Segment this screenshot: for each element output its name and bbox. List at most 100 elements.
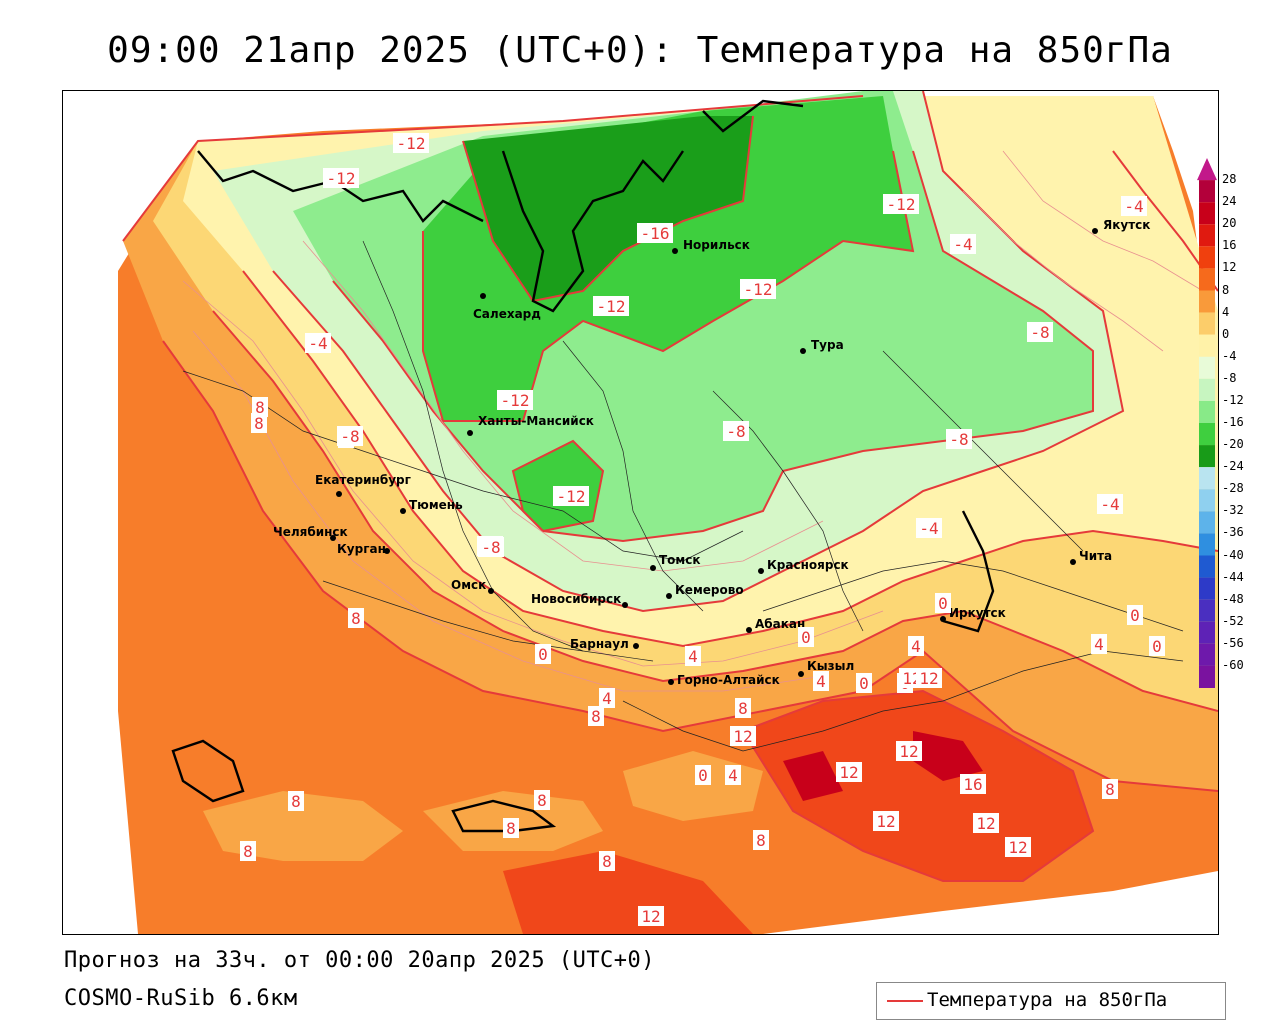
- colorbar-swatch: [1199, 467, 1215, 490]
- contour-value-label: 12: [730, 726, 756, 746]
- city-marker: [633, 643, 639, 649]
- zone-plus16b: [783, 751, 843, 801]
- svg-text:-4: -4: [1100, 495, 1119, 514]
- colorbar-tick-label: -48: [1222, 591, 1244, 606]
- contour-value-label: 12: [1005, 837, 1031, 857]
- contour-value-label: 4: [908, 636, 924, 656]
- contour-value-label: -12: [497, 390, 533, 410]
- contour-value-label: 0: [798, 627, 814, 647]
- city-marker: [622, 602, 628, 608]
- svg-text:12: 12: [899, 742, 918, 761]
- contour-value-label: -4: [1121, 196, 1147, 216]
- city-label: Красноярск: [767, 558, 849, 572]
- svg-text:8: 8: [738, 699, 748, 718]
- svg-text:8: 8: [537, 791, 547, 810]
- contour-value-label: 12: [873, 811, 899, 831]
- contour-value-label: 8: [252, 397, 268, 417]
- contour-value-label: -8: [478, 537, 504, 557]
- contour-value-label: 4: [685, 646, 701, 666]
- contour-value-label: -4: [305, 333, 331, 353]
- contour-value-label: -12: [393, 133, 429, 153]
- svg-text:16: 16: [963, 775, 982, 794]
- contour-value-label: -8: [337, 426, 363, 446]
- svg-text:12: 12: [1008, 838, 1027, 857]
- colorbar-swatch: [1199, 312, 1215, 335]
- contour-value-label: 8: [534, 790, 550, 810]
- colorbar-tick-label: -20: [1222, 437, 1244, 452]
- contour-value-label: 4: [1091, 634, 1107, 654]
- city-label: Салехард: [473, 307, 541, 321]
- city-label: Екатеринбург: [315, 473, 411, 487]
- contour-value-label: 8: [588, 706, 604, 726]
- colorbar-svg: [1197, 158, 1217, 688]
- colorbar-tick-label: -16: [1222, 415, 1244, 429]
- svg-text:0: 0: [698, 766, 708, 785]
- city-marker: [480, 293, 486, 299]
- colorbar-tick-label: 28: [1222, 172, 1237, 187]
- svg-text:12: 12: [733, 727, 752, 746]
- city-marker: [672, 248, 678, 254]
- contour-value-label: -8: [946, 429, 972, 449]
- colorbar-swatch: [1199, 378, 1215, 401]
- svg-text:0: 0: [538, 645, 548, 664]
- colorbar-tick-label: 0: [1222, 326, 1230, 341]
- contour-value-label: 12: [973, 813, 999, 833]
- colorbar-swatch: [1199, 180, 1215, 203]
- contour-value-label: 0: [695, 765, 711, 785]
- city-label: Курган: [337, 542, 386, 556]
- colorbar-tick-label: -52: [1222, 613, 1244, 628]
- colorbar-swatch: [1199, 511, 1215, 534]
- svg-text:8: 8: [255, 398, 265, 417]
- svg-text:8: 8: [254, 414, 264, 433]
- contour-value-label: 12: [916, 668, 942, 688]
- colorbar-swatch: [1199, 533, 1215, 556]
- contour-value-label: 8: [240, 841, 256, 861]
- legend: Температура на 850гПа: [876, 982, 1226, 1020]
- colorbar-swatch: [1199, 665, 1215, 688]
- region-borders: [182, 240, 1184, 752]
- svg-text:8: 8: [756, 831, 766, 850]
- contour-value-label: -12: [883, 194, 919, 214]
- colorbar-tick-label: -32: [1222, 503, 1244, 518]
- coastlines: [171, 99, 995, 833]
- city-marker: [800, 348, 806, 354]
- contour-value-label: -8: [723, 421, 749, 441]
- colorbar-swatch: [1199, 356, 1215, 379]
- city-label: Томск: [659, 553, 701, 567]
- colorbar-tick-label: 16: [1222, 238, 1237, 253]
- svg-text:-12: -12: [397, 134, 426, 153]
- svg-text:8: 8: [243, 842, 253, 861]
- contour-value-label: 12: [638, 906, 664, 926]
- svg-text:-4: -4: [919, 519, 938, 538]
- svg-text:-8: -8: [726, 422, 745, 441]
- zone-minus16: [463, 116, 753, 301]
- contour-value-label: -12: [553, 486, 589, 506]
- city-label: Норильск: [683, 238, 750, 252]
- svg-text:0: 0: [859, 674, 869, 693]
- svg-text:-4: -4: [308, 334, 327, 353]
- city-marker: [488, 588, 494, 594]
- colorbar-tick-label: 4: [1222, 304, 1230, 319]
- city-marker: [384, 548, 390, 554]
- colorbar-tick-label: 12: [1222, 260, 1237, 275]
- contour-value-label: 8: [503, 818, 519, 838]
- contour-value-label: 0: [856, 673, 872, 693]
- svg-text:-8: -8: [340, 427, 359, 446]
- contour-value-label: -4: [950, 234, 976, 254]
- colorbar-tick-label: -24: [1222, 459, 1244, 474]
- city-label: Кемерово: [675, 583, 744, 597]
- city-marker: [746, 627, 752, 633]
- colorbar-tick-label: -60: [1222, 657, 1244, 672]
- colorbar-swatch: [1199, 489, 1215, 512]
- map-title: 09:00 21апр 2025 (UTC+0): Температура на…: [107, 30, 1173, 71]
- svg-text:-12: -12: [557, 487, 586, 506]
- svg-text:-16: -16: [641, 224, 670, 243]
- colorbar-swatch: [1199, 268, 1215, 291]
- colorbar-tick-label: -36: [1222, 525, 1244, 540]
- svg-text:4: 4: [602, 689, 612, 708]
- city-marker: [467, 430, 473, 436]
- svg-text:8: 8: [351, 609, 361, 628]
- colorbar-swatch: [1199, 621, 1215, 644]
- colorbar-tick-label: 20: [1222, 216, 1237, 231]
- map-panel[interactable]: Якутск Норильск Салехард Тура Ханты-Мансийск…: [62, 90, 1219, 935]
